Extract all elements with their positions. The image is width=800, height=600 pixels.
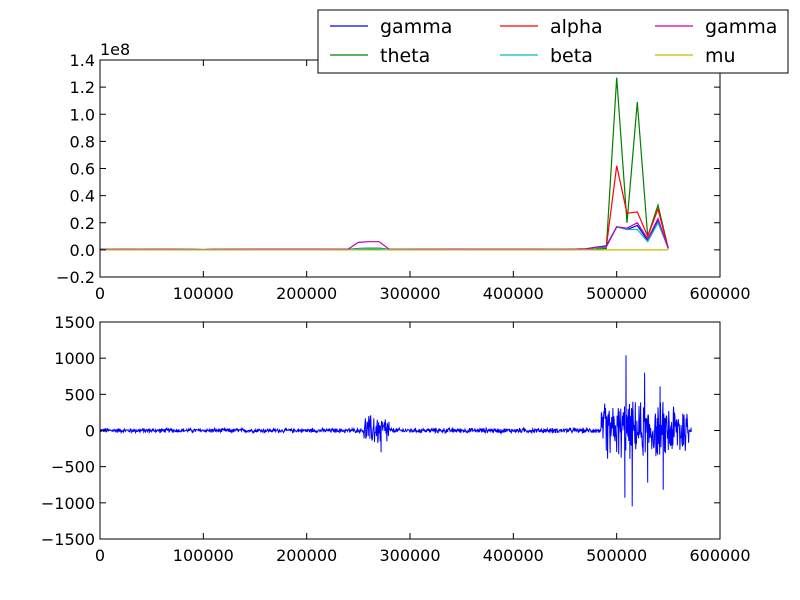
top-x-tick-label: 500000 bbox=[586, 284, 647, 303]
bottom-y-tick-label: 500 bbox=[64, 385, 95, 404]
top-y-tick-label: 1.4 bbox=[70, 51, 95, 70]
legend-label: theta bbox=[380, 45, 430, 67]
top-x-tick-label: 600000 bbox=[689, 284, 750, 303]
legend-label: beta bbox=[550, 45, 593, 67]
top-y-tick-label: 0.4 bbox=[70, 187, 95, 206]
legend: gamma theta alpha beta gamma mu bbox=[317, 9, 789, 74]
bottom-chart: 0 100000 200000 300000 400000 500000 600000 −15… bbox=[41, 313, 751, 565]
bottom-y-tick-label: 1000 bbox=[54, 349, 95, 368]
top-series-group bbox=[99, 77, 669, 251]
top-y-tick-label: 0.6 bbox=[70, 160, 95, 179]
top-x-tick-label: 100000 bbox=[173, 284, 234, 303]
bottom-x-tick-label: 600000 bbox=[689, 546, 750, 565]
top-y-tick-label: −0.2 bbox=[56, 268, 95, 287]
bottom-x-tick-label: 500000 bbox=[586, 546, 647, 565]
top-x-tick-label: 300000 bbox=[379, 284, 440, 303]
top-y-tick-label: 0.2 bbox=[70, 214, 95, 233]
legend-entry-mu-5: mu bbox=[655, 45, 736, 67]
top-x-tick-label: 400000 bbox=[483, 284, 544, 303]
legend-entry-alpha-2: alpha bbox=[500, 16, 603, 38]
legend-entry-beta-3: beta bbox=[500, 45, 593, 67]
top-x-tick-label: 0 bbox=[95, 284, 105, 303]
legend-entry-gamma-0: gamma bbox=[330, 16, 452, 38]
bottom-y-tick-label: 1500 bbox=[54, 313, 95, 332]
top-y-tick-label: 1.2 bbox=[70, 78, 95, 97]
bottom-y-tick-label: −500 bbox=[51, 458, 95, 477]
top-ticks: 0 100000 200000 300000 400000 500000 600000 −0.… bbox=[56, 51, 750, 303]
bottom-x-tick-label: 300000 bbox=[379, 546, 440, 565]
legend-entry-theta-1: theta bbox=[330, 45, 430, 67]
legend-label: gamma bbox=[380, 16, 452, 38]
bottom-ticks: 0 100000 200000 300000 400000 500000 600000 −15… bbox=[41, 313, 751, 565]
bottom-series-line bbox=[99, 355, 692, 507]
bottom-x-tick-label: 100000 bbox=[173, 546, 234, 565]
bottom-y-tick-label: −1000 bbox=[41, 494, 95, 513]
top-x-tick-label: 200000 bbox=[276, 284, 337, 303]
bottom-y-tick-label: 0 bbox=[85, 422, 95, 441]
bottom-series-group bbox=[99, 355, 692, 507]
bottom-x-tick-label: 0 bbox=[95, 546, 105, 565]
top-y-tick-label: 0.0 bbox=[70, 241, 95, 260]
top-chart: 0 100000 200000 300000 400000 500000 600000 −0.… bbox=[56, 40, 750, 303]
legend-label: mu bbox=[705, 45, 736, 67]
bottom-y-tick-label: −1500 bbox=[41, 530, 95, 549]
top-y-tick-label: 0.8 bbox=[70, 132, 95, 151]
legend-entry-gamma-4: gamma bbox=[655, 16, 777, 38]
bottom-x-tick-label: 200000 bbox=[276, 546, 337, 565]
top-y-tick-label: 1.0 bbox=[70, 105, 95, 124]
legend-label: gamma bbox=[705, 16, 777, 38]
legend-box bbox=[317, 9, 789, 74]
legend-label: alpha bbox=[550, 16, 603, 38]
top-y-offset-label: 1e8 bbox=[100, 40, 130, 59]
bottom-x-tick-label: 400000 bbox=[483, 546, 544, 565]
